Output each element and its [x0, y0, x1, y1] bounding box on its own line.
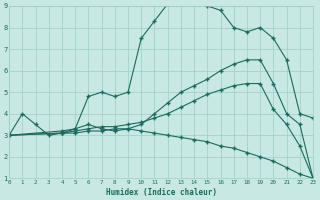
X-axis label: Humidex (Indice chaleur): Humidex (Indice chaleur): [106, 188, 217, 197]
